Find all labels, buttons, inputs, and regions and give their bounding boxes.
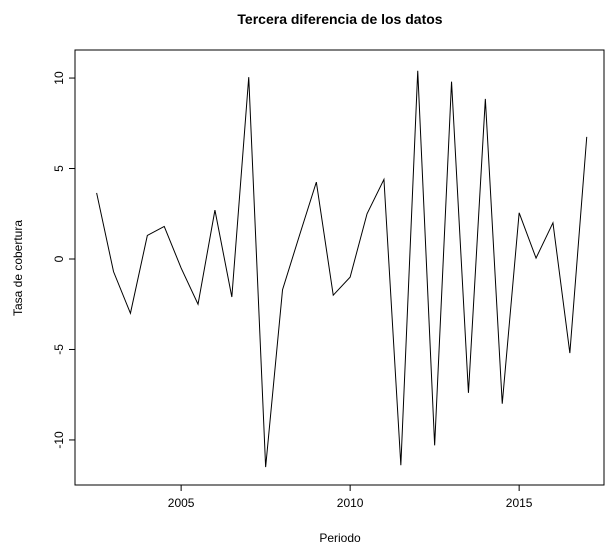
y-axis-label: Tasa de cobertura <box>11 220 25 316</box>
chart-title: Tercera diferencia de los datos <box>237 11 442 27</box>
y-tick-label: 0 <box>52 255 66 262</box>
x-tick-label: 2010 <box>337 496 364 510</box>
x-axis-label: Periodo <box>319 531 361 545</box>
x-tick-label: 2005 <box>168 496 195 510</box>
y-tick-label: 5 <box>52 165 66 172</box>
data-line <box>96 70 588 468</box>
y-tick-label: 10 <box>52 71 66 85</box>
y-tick-label: -10 <box>52 431 66 449</box>
x-tick-label: 2015 <box>506 496 533 510</box>
y-tick-label: -5 <box>52 344 66 355</box>
plot-box <box>74 49 605 486</box>
